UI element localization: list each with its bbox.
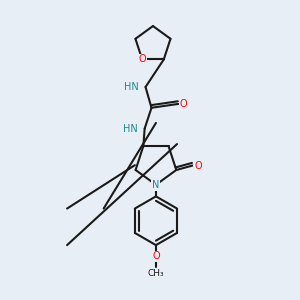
Text: O: O [194, 160, 202, 170]
Text: HN: HN [124, 82, 139, 92]
Text: O: O [152, 251, 160, 261]
Text: CH₃: CH₃ [148, 269, 164, 278]
Text: N: N [152, 180, 160, 190]
Text: HN: HN [123, 124, 138, 134]
Text: O: O [138, 54, 146, 64]
Text: O: O [180, 99, 188, 109]
